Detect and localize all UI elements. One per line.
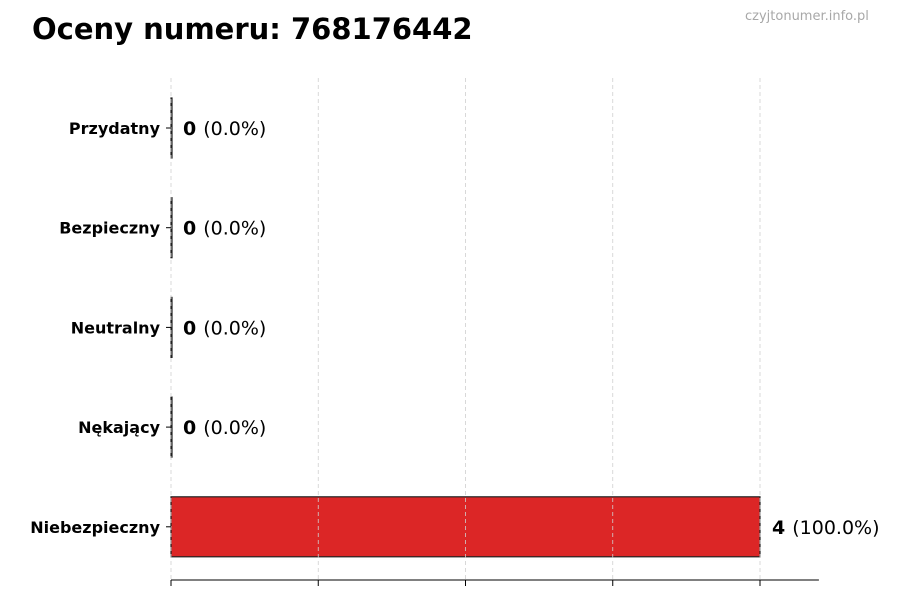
value-percent: (100.0%): [792, 517, 879, 539]
watermark: czyjtonumer.info.pl: [745, 9, 869, 24]
category-label: Bezpieczny: [59, 219, 160, 238]
category-label: Neutralny: [71, 318, 161, 337]
value-percent: (0.0%): [203, 317, 266, 339]
chart-title: Oceny numeru: 768176442: [32, 12, 473, 46]
bar-2: [170, 296, 173, 358]
value-percent: (0.0%): [203, 218, 266, 240]
value-label: 4 (100.0%): [772, 517, 880, 539]
category-label: Nękający: [78, 418, 160, 437]
value-count: 4: [772, 517, 785, 539]
bar-3: [170, 396, 173, 458]
value-label: 0 (0.0%): [183, 417, 266, 439]
value-label: 0 (0.0%): [183, 118, 266, 140]
value-count: 0: [183, 417, 196, 439]
value-percent: (0.0%): [203, 417, 266, 439]
category-label: Przydatny: [69, 119, 161, 138]
value-label: 0 (0.0%): [183, 218, 266, 240]
category-label: Niebezpieczny: [30, 518, 160, 537]
value-label: 0 (0.0%): [183, 317, 266, 339]
value-count: 0: [183, 317, 196, 339]
value-percent: (0.0%): [203, 118, 266, 140]
value-count: 0: [183, 118, 196, 140]
value-count: 0: [183, 218, 196, 240]
